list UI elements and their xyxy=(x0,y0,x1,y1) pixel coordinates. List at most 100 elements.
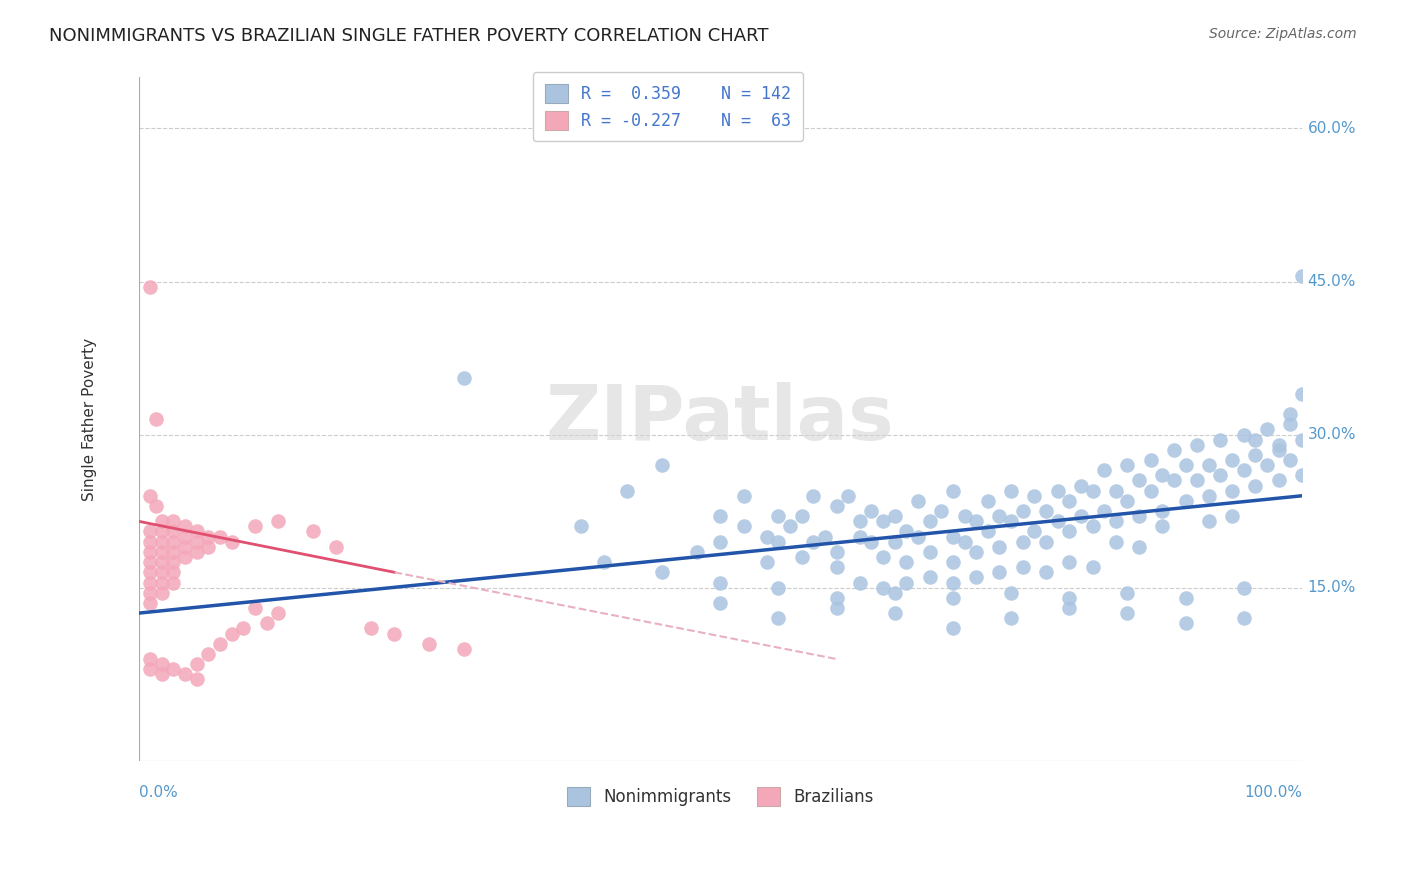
Point xyxy=(186,524,208,539)
Point xyxy=(918,545,941,559)
Point xyxy=(1011,534,1033,549)
Point xyxy=(907,494,929,508)
Point xyxy=(1244,478,1267,492)
Point xyxy=(942,483,965,498)
Point xyxy=(139,524,162,539)
Point xyxy=(1198,514,1220,528)
Point xyxy=(651,458,673,472)
Point xyxy=(162,555,184,569)
Point xyxy=(139,534,162,549)
Point xyxy=(1128,474,1150,488)
Point xyxy=(1185,474,1208,488)
Point xyxy=(145,412,167,426)
Point xyxy=(1000,585,1022,599)
Point xyxy=(197,530,219,544)
Point xyxy=(988,509,1011,524)
Point xyxy=(1233,463,1256,477)
Point xyxy=(1081,483,1104,498)
Point xyxy=(267,606,290,620)
Text: 15.0%: 15.0% xyxy=(1308,580,1357,595)
Point xyxy=(1244,433,1267,447)
Point xyxy=(977,494,1000,508)
Point xyxy=(1116,606,1139,620)
Point xyxy=(150,566,173,580)
Point xyxy=(1057,601,1080,615)
Point xyxy=(208,637,231,651)
Point xyxy=(593,555,616,569)
Point xyxy=(918,570,941,584)
Text: 30.0%: 30.0% xyxy=(1308,427,1357,442)
Point xyxy=(1000,514,1022,528)
Point xyxy=(872,514,894,528)
Point xyxy=(1291,468,1313,483)
Point xyxy=(1070,509,1092,524)
Point xyxy=(1024,524,1046,539)
Point xyxy=(755,530,778,544)
Point xyxy=(849,530,872,544)
Point xyxy=(1116,585,1139,599)
Text: NONIMMIGRANTS VS BRAZILIAN SINGLE FATHER POVERTY CORRELATION CHART: NONIMMIGRANTS VS BRAZILIAN SINGLE FATHER… xyxy=(49,27,769,45)
Point xyxy=(942,622,965,636)
Point xyxy=(1233,581,1256,595)
Point xyxy=(1057,555,1080,569)
Point xyxy=(825,560,848,574)
Point xyxy=(1081,560,1104,574)
Point xyxy=(768,611,790,625)
Text: Source: ZipAtlas.com: Source: ZipAtlas.com xyxy=(1209,27,1357,41)
Point xyxy=(418,637,440,651)
Point xyxy=(1220,453,1243,467)
Point xyxy=(965,545,987,559)
Point xyxy=(186,534,208,549)
Point xyxy=(896,555,918,569)
Point xyxy=(139,566,162,580)
Point xyxy=(616,483,638,498)
Point xyxy=(1116,494,1139,508)
Point xyxy=(1046,483,1069,498)
Point xyxy=(1128,540,1150,554)
Point xyxy=(965,570,987,584)
Point xyxy=(1152,519,1174,533)
Point xyxy=(942,591,965,605)
Point xyxy=(569,519,592,533)
Point xyxy=(651,566,673,580)
Point xyxy=(1220,483,1243,498)
Point xyxy=(221,534,243,549)
Point xyxy=(801,534,824,549)
Point xyxy=(1057,591,1080,605)
Point xyxy=(174,540,197,554)
Point xyxy=(145,499,167,513)
Point xyxy=(1035,534,1057,549)
Point xyxy=(150,514,173,528)
Point xyxy=(174,549,197,564)
Point xyxy=(1174,616,1197,631)
Point xyxy=(768,534,790,549)
Point xyxy=(139,545,162,559)
Point xyxy=(768,581,790,595)
Point xyxy=(872,549,894,564)
Point xyxy=(139,585,162,599)
Point xyxy=(197,540,219,554)
Point xyxy=(162,514,184,528)
Point xyxy=(1279,453,1302,467)
Point xyxy=(907,530,929,544)
Point xyxy=(1185,438,1208,452)
Point xyxy=(1035,504,1057,518)
Point xyxy=(1256,458,1278,472)
Point xyxy=(1291,269,1313,284)
Point xyxy=(929,504,952,518)
Point xyxy=(1000,483,1022,498)
Point xyxy=(849,575,872,590)
Point xyxy=(139,555,162,569)
Point xyxy=(150,657,173,672)
Point xyxy=(1209,433,1232,447)
Point xyxy=(1152,468,1174,483)
Point xyxy=(1092,463,1115,477)
Point xyxy=(162,534,184,549)
Point xyxy=(709,575,731,590)
Text: 0.0%: 0.0% xyxy=(139,785,177,800)
Point xyxy=(1057,524,1080,539)
Point xyxy=(1139,483,1161,498)
Point xyxy=(883,585,905,599)
Point xyxy=(1209,468,1232,483)
Point xyxy=(1163,474,1185,488)
